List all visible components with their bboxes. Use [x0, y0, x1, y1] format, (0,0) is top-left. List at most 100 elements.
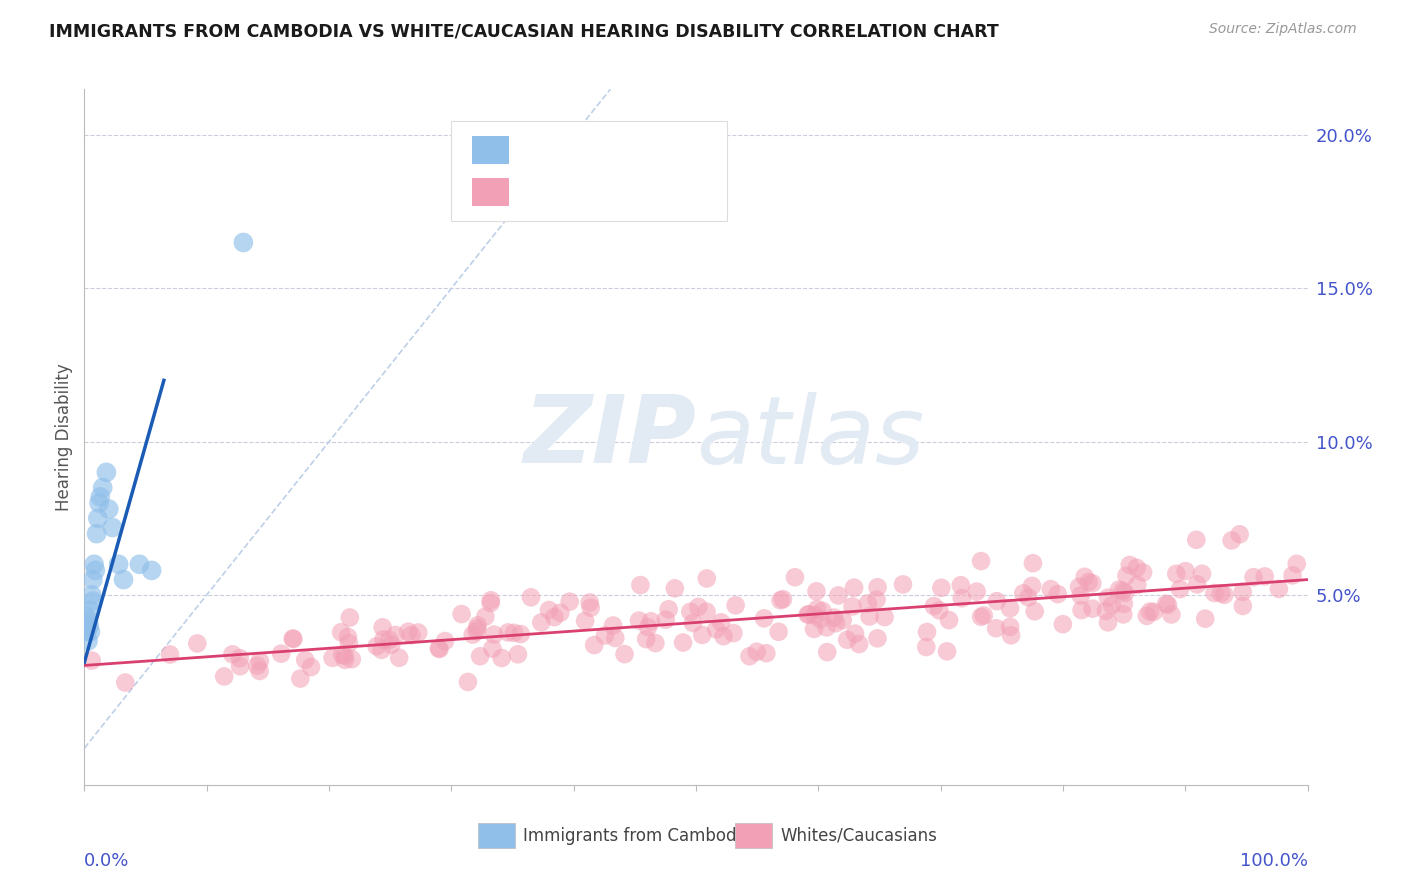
Point: [558, 594, 581, 608]
Point: [370, 643, 392, 657]
Point: [723, 626, 745, 640]
Point: [1024, 604, 1046, 618]
Point: [97, 502, 120, 516]
Point: [768, 624, 790, 639]
Point: [658, 602, 681, 616]
Point: [89, 490, 111, 504]
Point: [1115, 568, 1137, 582]
Point: [82, 573, 104, 587]
Point: [865, 592, 887, 607]
FancyBboxPatch shape: [472, 136, 509, 164]
Point: [427, 641, 450, 656]
Point: [752, 611, 775, 625]
Point: [107, 558, 129, 572]
Point: [1070, 603, 1092, 617]
Point: [270, 647, 292, 661]
Point: [96, 466, 118, 480]
Point: [503, 625, 526, 640]
Point: [1136, 608, 1159, 623]
Point: [966, 584, 988, 599]
Point: [970, 610, 993, 624]
Point: [986, 594, 1008, 608]
Point: [1125, 561, 1147, 575]
Point: [636, 632, 658, 646]
Point: [1126, 578, 1149, 592]
Point: [803, 622, 825, 636]
Point: [221, 648, 243, 662]
Point: [1268, 582, 1291, 596]
Point: [75, 618, 97, 632]
Point: [915, 640, 938, 654]
Point: [644, 636, 666, 650]
Point: [337, 636, 360, 650]
Point: [628, 614, 651, 628]
Point: [724, 599, 747, 613]
Point: [602, 618, 624, 632]
Point: [479, 596, 502, 610]
Point: [1108, 582, 1130, 597]
Point: [1209, 586, 1232, 600]
Point: [1081, 576, 1104, 591]
Point: [141, 563, 163, 577]
Point: [688, 599, 710, 614]
Point: [593, 628, 616, 642]
Point: [837, 632, 859, 647]
Point: [212, 669, 235, 683]
Point: [128, 558, 150, 572]
Point: [461, 627, 484, 641]
Point: [690, 628, 713, 642]
Point: [457, 675, 479, 690]
Point: [467, 618, 489, 632]
Point: [1022, 556, 1045, 570]
Point: [1112, 607, 1135, 622]
Point: [479, 593, 502, 607]
Point: [283, 632, 305, 646]
Point: [998, 601, 1021, 615]
Point: [1166, 566, 1188, 581]
Point: [340, 652, 363, 666]
Y-axis label: Hearing Disability: Hearing Disability: [55, 363, 73, 511]
Point: [811, 604, 834, 618]
Point: [229, 651, 252, 665]
Point: [1185, 533, 1208, 547]
Point: [745, 645, 768, 659]
Point: [682, 615, 704, 630]
Point: [938, 613, 960, 627]
Point: [1114, 586, 1136, 600]
Point: [322, 650, 344, 665]
Point: [543, 610, 565, 624]
FancyBboxPatch shape: [472, 178, 509, 205]
Point: [299, 660, 322, 674]
Point: [973, 608, 995, 623]
Point: [797, 607, 820, 622]
Point: [1143, 605, 1166, 619]
Point: [1204, 586, 1226, 600]
Point: [823, 610, 845, 624]
Point: [530, 615, 553, 630]
Point: [366, 640, 388, 654]
Point: [1097, 615, 1119, 630]
Point: [710, 615, 733, 630]
Point: [1073, 570, 1095, 584]
Point: [429, 641, 451, 656]
Point: [873, 610, 896, 624]
Point: [583, 638, 606, 652]
Point: [1213, 588, 1236, 602]
Point: [79, 624, 101, 639]
Point: [605, 631, 627, 645]
Point: [91, 481, 114, 495]
Point: [550, 606, 572, 620]
Point: [783, 570, 806, 584]
Point: [1132, 566, 1154, 580]
Point: [330, 648, 353, 662]
Point: [696, 605, 718, 619]
Point: [1112, 597, 1135, 611]
Point: [246, 658, 269, 673]
Point: [281, 632, 304, 646]
Point: [655, 613, 678, 627]
Point: [396, 624, 419, 639]
Text: N =  26: N = 26: [644, 141, 717, 160]
Point: [406, 625, 429, 640]
Point: [76, 624, 98, 639]
Point: [891, 577, 914, 591]
